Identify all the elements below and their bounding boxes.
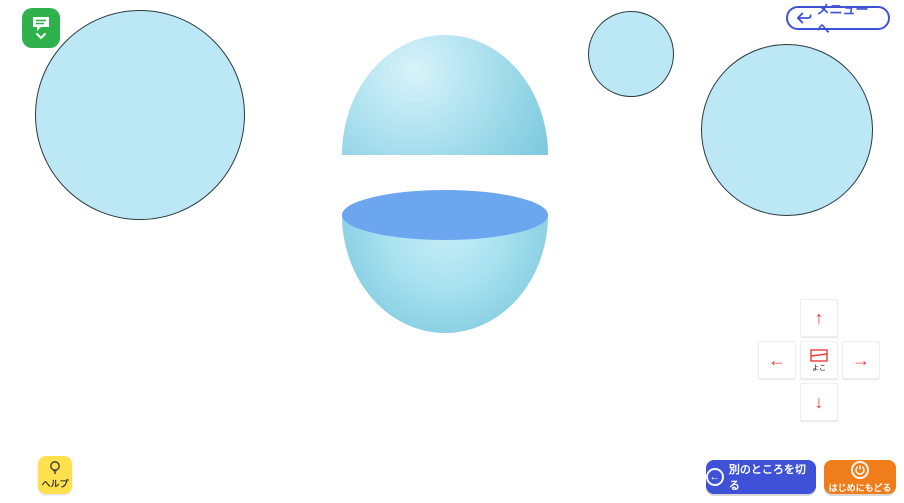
comment-badge[interactable] bbox=[22, 8, 60, 48]
pad-left[interactable]: ← bbox=[758, 341, 796, 379]
pad-up[interactable]: ↑ bbox=[800, 299, 838, 337]
arrow-right-icon: → bbox=[852, 350, 870, 371]
pad-blank bbox=[758, 299, 796, 337]
pad-center[interactable]: よこ bbox=[800, 341, 838, 379]
circle-left bbox=[35, 10, 245, 220]
arrow-left-icon: ← bbox=[768, 350, 786, 371]
pad-right[interactable]: → bbox=[842, 341, 880, 379]
cut-elsewhere-button[interactable]: ← 別のところを切る bbox=[706, 460, 816, 494]
pad-blank bbox=[758, 383, 796, 421]
sphere-cut-face bbox=[342, 190, 548, 240]
arrow-up-icon: ↑ bbox=[815, 308, 824, 329]
cut-label: 別のところを切る bbox=[729, 461, 816, 493]
pad-center-label: よこ bbox=[812, 365, 826, 372]
circle-top bbox=[588, 11, 674, 97]
back-arrow-icon bbox=[796, 11, 812, 25]
reset-button[interactable]: はじめにもどる bbox=[824, 460, 896, 494]
pad-blank bbox=[842, 299, 880, 337]
power-icon bbox=[851, 461, 869, 479]
sphere-top-hemisphere bbox=[342, 35, 548, 155]
pad-down[interactable]: ↓ bbox=[800, 383, 838, 421]
lightbulb-icon bbox=[49, 460, 61, 476]
circle-right bbox=[701, 44, 873, 216]
arrow-down-icon: ↓ bbox=[815, 392, 824, 413]
help-label: ヘルプ bbox=[41, 477, 68, 490]
comment-icon bbox=[31, 16, 51, 32]
chevron-down-icon bbox=[35, 32, 47, 40]
pad-blank bbox=[842, 383, 880, 421]
help-button[interactable]: ヘルプ bbox=[38, 456, 72, 494]
plane-icon bbox=[809, 348, 829, 364]
reset-label: はじめにもどる bbox=[829, 481, 892, 494]
menu-button[interactable]: メニューへ bbox=[786, 6, 890, 30]
view-dpad: ↑ ← よこ → ↓ bbox=[758, 299, 880, 421]
back-circle-icon: ← bbox=[706, 468, 724, 486]
menu-label: メニューへ bbox=[816, 0, 876, 37]
